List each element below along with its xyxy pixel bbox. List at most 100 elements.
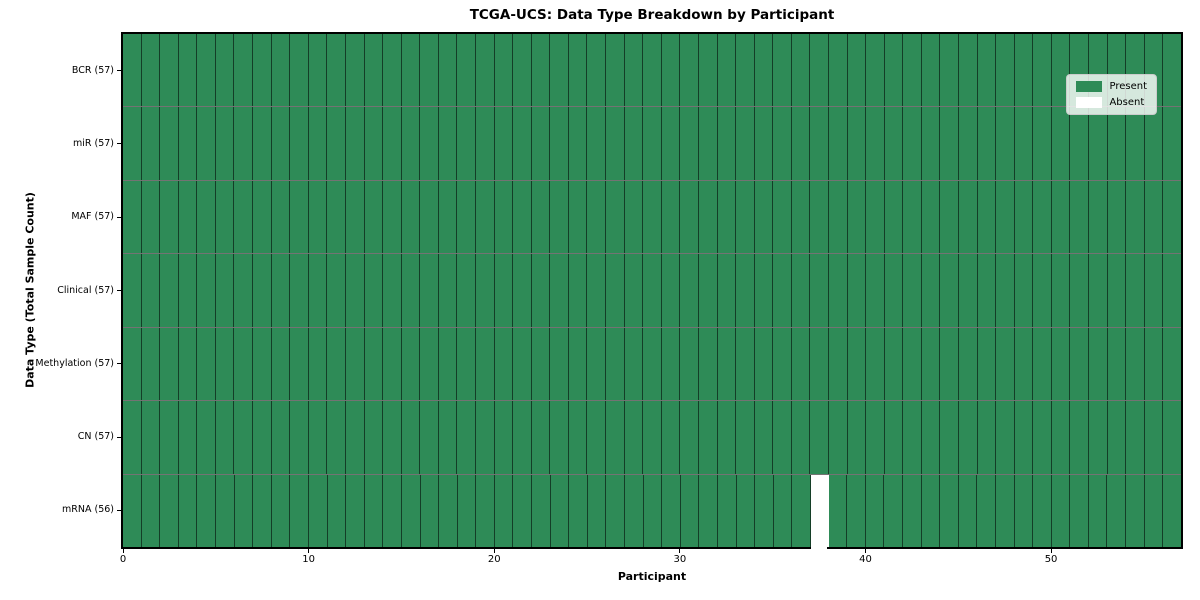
y-tick-mark — [117, 363, 121, 365]
heatmap-cell-present — [197, 254, 216, 327]
heatmap-cell-present — [345, 254, 365, 327]
heatmap-cell-present — [1051, 34, 1071, 107]
heatmap-cell-present — [290, 107, 309, 180]
heatmap-cell-present — [550, 401, 569, 474]
heatmap-cell-present — [141, 401, 161, 474]
heatmap-cell-present — [271, 327, 291, 401]
heatmap-cell-present — [810, 254, 829, 327]
heatmap-cell-present — [736, 107, 755, 180]
heatmap-cell-present — [958, 474, 978, 547]
heatmap-cell-present — [587, 327, 607, 401]
heatmap-cell-present — [1070, 474, 1089, 547]
heatmap-cell-present — [345, 180, 365, 254]
heatmap-cell-present — [940, 401, 960, 474]
heatmap-cell-present — [438, 401, 458, 474]
heatmap-cell-present — [624, 180, 644, 254]
heatmap-cell-present — [996, 34, 1015, 107]
heatmap-cell-present — [1051, 327, 1071, 401]
heatmap-cell-present — [494, 180, 514, 254]
heatmap-cell-present — [532, 474, 551, 547]
heatmap-cell-present — [1163, 34, 1181, 107]
heatmap-cell-present — [568, 107, 588, 180]
heatmap-cell-present — [401, 254, 421, 327]
heatmap-cell-present — [234, 401, 254, 474]
heatmap-cell-present — [1107, 474, 1127, 547]
heatmap-cell-present — [698, 401, 718, 474]
heatmap-cell-present — [884, 107, 904, 180]
heatmap-cell-present — [271, 254, 291, 327]
heatmap-cell-present — [123, 401, 142, 474]
heatmap-cell-present — [290, 254, 309, 327]
heatmap-cell-present — [531, 401, 551, 474]
heatmap-cell-present — [327, 474, 347, 547]
heatmap-cell-present — [1107, 327, 1127, 401]
heatmap-cell-present — [513, 107, 532, 180]
heatmap-cell-present — [995, 474, 1015, 547]
heatmap-cell-present — [513, 474, 533, 547]
heatmap-cell-present — [308, 474, 328, 547]
heatmap-cell-present — [550, 180, 569, 254]
heatmap-cell-present — [513, 34, 532, 107]
heatmap-cell-present — [866, 107, 885, 180]
y-tick-label: Clinical (57) — [57, 284, 114, 296]
heatmap-cell-present — [680, 180, 699, 254]
heatmap-cell-present — [680, 254, 699, 327]
x-tick-mark — [122, 549, 124, 553]
heatmap-cell-present — [940, 474, 959, 547]
heatmap-cell-present — [327, 401, 346, 474]
heatmap-cell-present — [215, 34, 235, 107]
heatmap-cell-present — [902, 474, 922, 547]
heatmap-cell-present — [1070, 401, 1090, 474]
heatmap-cell-present — [866, 180, 885, 254]
heatmap-cell-present — [197, 474, 216, 547]
heatmap-cell-present — [1163, 107, 1181, 180]
heatmap-cell-present — [791, 254, 811, 327]
heatmap-cell-present — [1089, 107, 1108, 180]
heatmap-cell-present — [383, 474, 402, 547]
heatmap-cell-present — [178, 401, 198, 474]
heatmap-cell-present — [420, 180, 439, 254]
heatmap-cell-present — [457, 401, 476, 474]
heatmap-cell-present — [271, 180, 291, 254]
heatmap-cell-present — [661, 107, 681, 180]
y-tick-mark — [117, 216, 121, 218]
heatmap-cell-present — [420, 474, 440, 547]
heatmap-cell-present — [141, 254, 161, 327]
x-axis-label: Participant — [617, 570, 687, 583]
heatmap-cell-present — [921, 401, 941, 474]
heatmap-cell-present — [680, 327, 699, 401]
heatmap-cell-present — [1144, 180, 1164, 254]
heatmap-cell-present — [1126, 107, 1145, 180]
heatmap-cell-present — [475, 327, 495, 401]
heatmap-cell-present — [141, 180, 161, 254]
heatmap-cell-present — [401, 107, 421, 180]
heatmap-cell-present — [791, 107, 811, 180]
heatmap-cell-present — [253, 474, 272, 547]
y-tick-label: MAF (57) — [71, 211, 114, 223]
heatmap-cell-present — [234, 107, 254, 180]
heatmap-cell-present — [940, 180, 960, 254]
heatmap-cell-present — [253, 180, 272, 254]
heatmap-cell-present — [736, 327, 755, 401]
heatmap-cell-present — [921, 474, 941, 547]
heatmap-cell-present — [1014, 474, 1034, 547]
heatmap-cell-present — [736, 180, 755, 254]
heatmap-cell-present — [531, 34, 551, 107]
heatmap-cell-present — [643, 107, 662, 180]
heatmap-cell-present — [773, 474, 793, 547]
heatmap-cell-present — [717, 180, 737, 254]
x-tick-mark — [308, 549, 310, 553]
heatmap-cell-present — [475, 34, 495, 107]
heatmap-cell-present — [160, 180, 179, 254]
heatmap-cell-present — [345, 107, 365, 180]
heatmap-cell-present — [1033, 180, 1052, 254]
heatmap-cell-present — [1089, 401, 1108, 474]
heatmap-cell-present — [401, 401, 421, 474]
heatmap-cell-present — [606, 401, 625, 474]
heatmap-cell-present — [828, 107, 848, 180]
heatmap-cell-present — [587, 180, 607, 254]
heatmap-cell-present — [773, 401, 792, 474]
heatmap-cell-present — [160, 254, 179, 327]
heatmap-cell-present — [754, 401, 774, 474]
heatmap-cell-present — [476, 474, 495, 547]
